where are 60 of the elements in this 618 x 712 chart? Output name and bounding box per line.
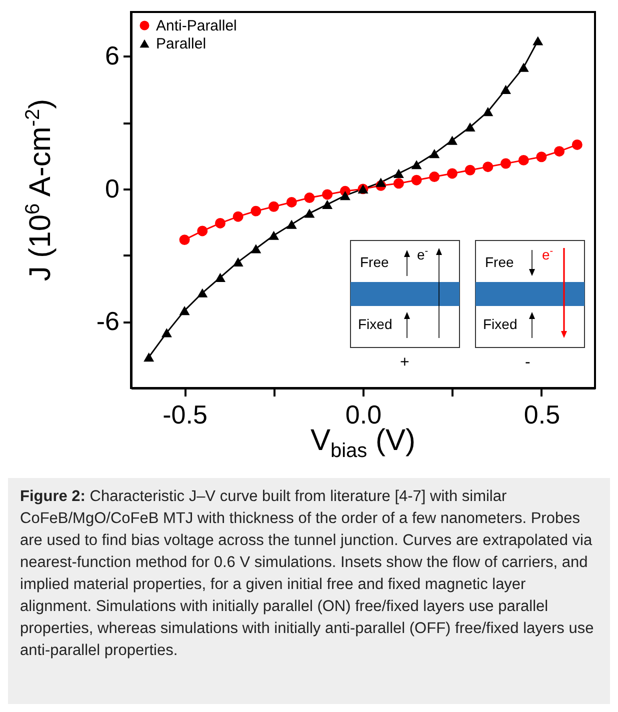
annotation: Fixed	[483, 316, 518, 332]
y-tick-label: 0	[105, 173, 120, 204]
point	[214, 218, 226, 228]
x-tick-label: 0.5	[524, 400, 560, 430]
point	[532, 36, 544, 46]
point	[411, 174, 422, 186]
point	[197, 288, 208, 298]
annotation: e$^{-}$	[542, 246, 554, 263]
legend-label: Anti-Parallel	[156, 18, 237, 34]
x-tick-label: -0.5	[162, 400, 208, 430]
point	[179, 306, 190, 316]
point	[286, 220, 297, 229]
point	[536, 152, 547, 162]
point	[304, 192, 315, 204]
point	[214, 272, 226, 282]
point	[482, 106, 494, 116]
point	[161, 328, 172, 338]
point	[500, 84, 512, 94]
annotation: Fixed	[358, 316, 392, 332]
text: Figure 2: Characteristic J–V curve built from literature [4-7] with similar CoFeB/MgO/CoFeB MTJ with thickness of the order of a few nanometers. Probes are used to find bias voltage across the tunnel junction. Curves are extrapolated via nearest-function method for 0.6 V simulations. Insets show the flow of carriers, and implied material properties, for a given initial free and fixed magnetic layer alignment. Simulations with initially parallel (ON) free/fixed layers use parallel properties, whereas simulations with initially anti-parallel (OFF) free/fixed layers use anti-parallel properties.	[20, 488, 594, 659]
annotation: Free	[360, 254, 389, 270]
point	[393, 178, 404, 189]
point	[446, 168, 458, 179]
annotation: +	[400, 354, 410, 372]
point	[464, 122, 476, 132]
point	[572, 139, 582, 150]
point	[268, 230, 280, 240]
point	[376, 178, 386, 187]
point	[393, 168, 404, 178]
annotation: e$^{-}$	[417, 246, 428, 263]
point	[322, 189, 333, 200]
point	[250, 244, 262, 254]
point	[500, 158, 512, 169]
y-tick-label: 6	[105, 40, 120, 71]
point	[304, 208, 315, 218]
point	[482, 162, 494, 172]
y-tick-label: -6	[96, 306, 120, 336]
point	[179, 234, 190, 246]
point	[268, 201, 280, 212]
point	[322, 200, 333, 209]
point	[429, 149, 440, 158]
point	[446, 136, 458, 145]
annotation: Free	[485, 254, 514, 270]
point	[250, 206, 262, 216]
layer-diagram: Free e$^{-}$ Fixed	[350, 240, 460, 348]
annotation: -	[525, 354, 530, 372]
point	[429, 172, 440, 182]
point	[232, 257, 244, 266]
point	[464, 164, 476, 176]
point	[554, 146, 565, 157]
point	[518, 62, 529, 72]
point	[340, 191, 350, 200]
point	[232, 211, 244, 222]
point	[518, 154, 529, 166]
layer-diagram: Free e$^{-}$ Fixed	[475, 240, 585, 348]
point	[286, 196, 297, 208]
legend-label: Parallel	[156, 36, 206, 52]
point	[144, 352, 154, 362]
point	[197, 226, 208, 236]
point	[411, 160, 422, 170]
